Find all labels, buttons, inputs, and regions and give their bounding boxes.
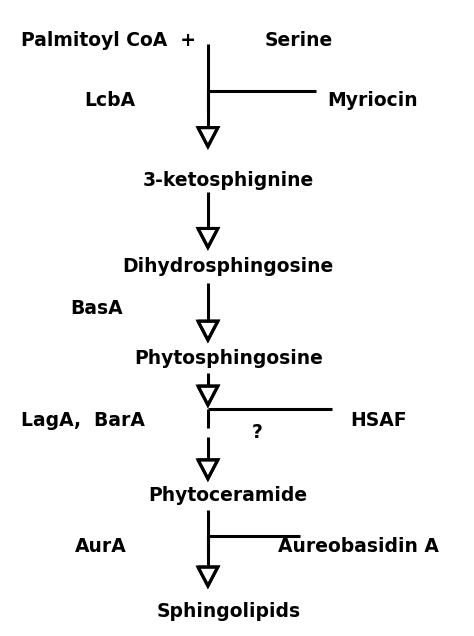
Text: Myriocin: Myriocin <box>328 91 418 110</box>
Text: Serine: Serine <box>264 31 333 50</box>
Text: Phytosphingosine: Phytosphingosine <box>134 349 323 368</box>
Text: Sphingolipids: Sphingolipids <box>156 602 300 621</box>
Text: HSAF: HSAF <box>350 411 407 431</box>
Polygon shape <box>198 567 218 586</box>
Text: 3-ketosphignine: 3-ketosphignine <box>143 171 314 190</box>
Text: Dihydrosphingosine: Dihydrosphingosine <box>123 257 334 276</box>
Polygon shape <box>198 321 218 340</box>
Polygon shape <box>198 460 218 479</box>
Polygon shape <box>198 128 218 146</box>
Polygon shape <box>198 228 218 247</box>
Text: LagA,  BarA: LagA, BarA <box>21 411 145 431</box>
Text: Phytoceramide: Phytoceramide <box>149 487 308 505</box>
Text: AurA: AurA <box>75 537 127 556</box>
Text: LcbA: LcbA <box>84 91 135 110</box>
Polygon shape <box>198 386 218 405</box>
Text: Palmitoyl CoA  +: Palmitoyl CoA + <box>21 31 196 50</box>
Text: Aureobasidin A: Aureobasidin A <box>278 537 438 556</box>
Text: ?: ? <box>252 423 263 442</box>
Text: BasA: BasA <box>71 299 123 318</box>
